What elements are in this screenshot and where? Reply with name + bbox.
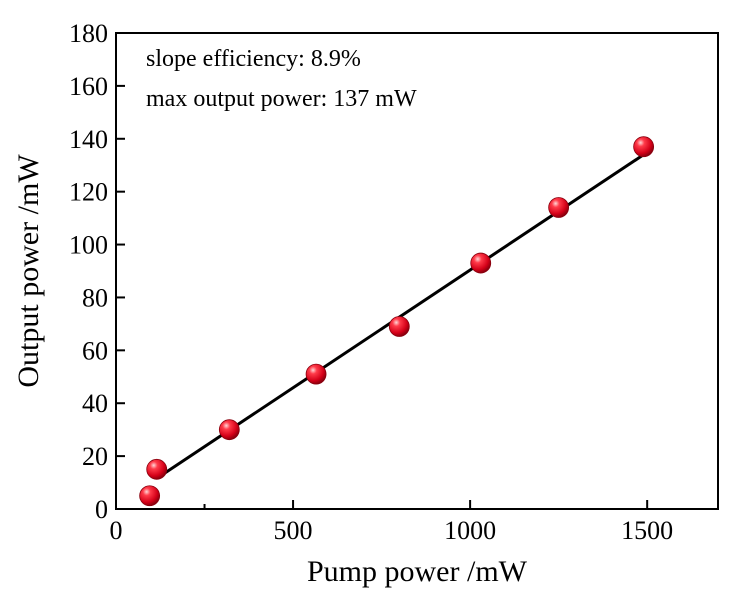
data-point <box>633 136 655 158</box>
x-tick-label: 1500 <box>621 516 673 545</box>
data-point <box>470 252 492 274</box>
x-tick-label: 0 <box>110 516 123 545</box>
data-point <box>548 197 570 218</box>
y-tick-label: 120 <box>69 178 108 207</box>
y-axis-label: Output power /mW <box>12 154 45 388</box>
y-tick-label: 60 <box>82 336 108 365</box>
y-tick-label: 180 <box>69 19 108 48</box>
data-point <box>139 485 161 507</box>
plot-frame <box>115 32 719 510</box>
annotation-slope-efficiency: slope efficiency: 8.9% <box>146 46 361 72</box>
y-tick-label: 0 <box>95 495 108 524</box>
data-point <box>218 419 240 441</box>
data-points <box>139 136 655 507</box>
x-axis-ticks: 0 500 1000 1500 <box>110 500 673 545</box>
y-tick-label: 100 <box>69 231 108 260</box>
y-axis-ticks: 0 20 40 60 80 100 120 140 160 180 <box>69 19 125 524</box>
data-point <box>305 363 327 385</box>
annotation-max-output-power: max output power: 137 mW <box>146 86 417 112</box>
data-point <box>146 458 168 480</box>
x-tick-label: 500 <box>274 516 313 545</box>
x-axis-label: Pump power /mW <box>307 555 528 588</box>
y-tick-label: 140 <box>69 125 108 154</box>
y-tick-label: 40 <box>82 389 108 418</box>
y-tick-label: 160 <box>69 72 108 101</box>
data-point <box>388 316 410 337</box>
y-tick-label: 80 <box>82 283 108 312</box>
x-tick-label: 1000 <box>444 516 496 545</box>
y-tick-label: 20 <box>82 442 108 471</box>
